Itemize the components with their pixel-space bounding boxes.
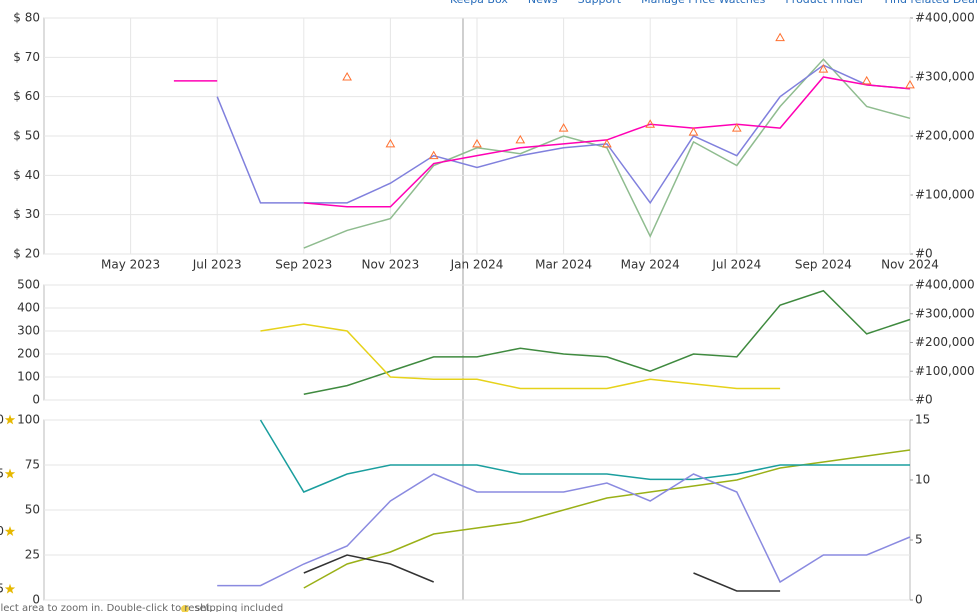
y-tick-label: $ 20 xyxy=(13,247,40,261)
series-line xyxy=(303,449,911,589)
y-tick-label: $ 70 xyxy=(13,50,40,64)
series-line xyxy=(259,419,910,493)
price-marker xyxy=(428,150,439,160)
y2-tick-label: #400,000 xyxy=(915,11,975,25)
y2-tick-label: #300,000 xyxy=(915,70,975,84)
rating-star xyxy=(4,583,16,594)
nav-link[interactable]: Support xyxy=(578,0,622,6)
series-line xyxy=(216,64,911,205)
price-marker xyxy=(775,32,785,42)
y-tick-label: 400 xyxy=(17,301,40,315)
y-tick-label: $ 50 xyxy=(13,129,40,143)
rating-tick-label: 0 xyxy=(0,413,4,427)
rating-star xyxy=(4,414,16,425)
nav-link[interactable]: Product Finder xyxy=(785,0,865,6)
x-tick-label: Sep 2023 xyxy=(275,258,332,272)
series-line xyxy=(217,473,911,587)
y2-tick-label: #100,000 xyxy=(915,364,975,378)
rating-tick-label: 0 xyxy=(0,524,4,538)
y2-tick-label: #0 xyxy=(915,393,933,407)
rating-star xyxy=(4,526,16,536)
shipping-note: shipping included xyxy=(195,603,283,612)
shipping-icon xyxy=(181,605,189,613)
y-tick-label: 100 xyxy=(17,413,40,427)
nav-link[interactable]: News xyxy=(528,0,558,6)
price-marker xyxy=(645,119,656,128)
price-marker xyxy=(472,138,482,148)
rating-star xyxy=(4,468,16,479)
price-marker xyxy=(385,138,396,148)
series-line xyxy=(303,289,911,395)
y-tick-label: $ 80 xyxy=(13,11,40,25)
x-tick-label: May 2024 xyxy=(621,258,680,272)
x-tick-label: May 2023 xyxy=(101,258,160,272)
y-tick-label: 50 xyxy=(25,503,40,517)
nav-link[interactable]: Manage Price Watches xyxy=(641,0,766,6)
x-tick-label: Sep 2024 xyxy=(795,258,852,272)
y-tick-label: 25 xyxy=(25,548,40,562)
x-tick-label: Jan 2024 xyxy=(450,258,504,272)
nav-link[interactable]: Find related Deals xyxy=(884,0,977,6)
x-tick-label: Jul 2023 xyxy=(192,258,242,272)
price-marker xyxy=(515,134,526,144)
series-line xyxy=(693,572,781,592)
price-marker xyxy=(342,71,352,81)
nav-link[interactable]: Keepa Box xyxy=(450,0,508,6)
price-marker xyxy=(818,64,829,73)
y-tick-label: 0 xyxy=(32,593,40,607)
price-marker xyxy=(905,79,915,89)
y-tick-label: 300 xyxy=(17,324,40,338)
series-line xyxy=(260,323,781,390)
price-marker xyxy=(731,123,742,132)
x-tick-label: Mar 2024 xyxy=(535,258,592,272)
price-marker xyxy=(861,75,872,85)
y-tick-label: 200 xyxy=(17,347,40,361)
y-tick-label: 100 xyxy=(17,370,40,384)
y-tick-label: 75 xyxy=(25,458,40,472)
price-marker xyxy=(558,123,569,132)
y-tick-label: $ 60 xyxy=(13,89,40,103)
rating-tick-label: 5 xyxy=(0,582,4,596)
plot-frame xyxy=(43,284,911,401)
series-line xyxy=(303,554,434,583)
y2-tick-label: 15 xyxy=(915,413,930,427)
y-tick-label: $ 30 xyxy=(13,207,40,221)
price-marker xyxy=(602,138,612,148)
rating-tick-label: 5 xyxy=(0,467,4,481)
y2-tick-label: 10 xyxy=(915,473,930,487)
y2-tick-label: 0 xyxy=(915,593,923,607)
x-tick-label: Nov 2024 xyxy=(881,258,939,272)
zoom-hint: Select area to zoom in. Double-click to … xyxy=(0,603,213,612)
y2-tick-label: 5 xyxy=(915,533,923,547)
price-marker xyxy=(688,127,699,136)
series-line xyxy=(303,58,911,249)
y2-tick-label: #200,000 xyxy=(915,335,975,349)
y-tick-label: 0 xyxy=(32,393,40,407)
x-tick-label: Jul 2024 xyxy=(711,258,761,272)
y2-tick-label: #0 xyxy=(915,247,933,261)
y-tick-label: $ 40 xyxy=(13,168,40,182)
y-tick-label: 500 xyxy=(17,278,40,292)
y2-tick-label: #100,000 xyxy=(915,188,975,202)
y2-tick-label: #200,000 xyxy=(915,129,975,143)
y2-tick-label: #400,000 xyxy=(915,278,975,292)
x-tick-label: Nov 2023 xyxy=(362,258,420,272)
y2-tick-label: #300,000 xyxy=(915,306,975,320)
